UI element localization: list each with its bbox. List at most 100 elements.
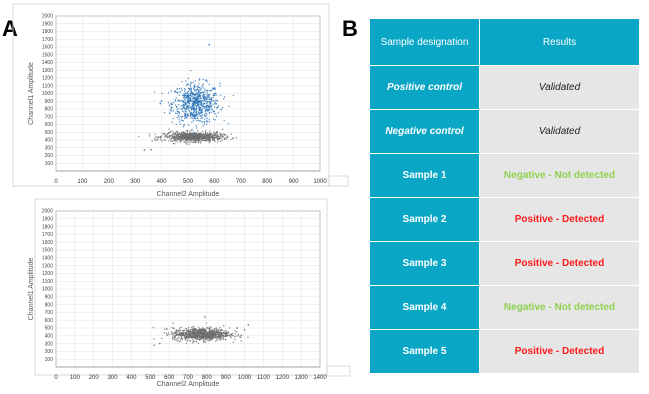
data-point [170, 102, 172, 104]
data-point [215, 331, 217, 333]
data-point [240, 340, 242, 342]
data-point [224, 332, 226, 335]
data-point [223, 133, 225, 136]
data-point [186, 97, 188, 99]
data-point [175, 136, 177, 139]
data-point [203, 133, 205, 135]
data-point [189, 330, 191, 332]
data-point [193, 141, 195, 143]
data-point [184, 134, 186, 136]
data-point [187, 97, 189, 99]
data-point [188, 336, 190, 338]
data-point [182, 331, 184, 334]
data-point [195, 103, 197, 105]
y-axis-label: Channel1 Amplitude [28, 62, 35, 125]
data-point [185, 130, 188, 132]
data-point [234, 338, 236, 341]
data-point [205, 337, 207, 340]
data-point [212, 95, 215, 97]
data-point [191, 135, 193, 137]
data-point [193, 110, 195, 112]
data-point [195, 118, 197, 120]
data-point [190, 99, 192, 101]
data-point [186, 102, 188, 104]
data-point [232, 137, 234, 140]
data-point [226, 135, 229, 137]
data-point [203, 106, 205, 108]
data-point [182, 107, 184, 109]
data-point [168, 105, 170, 107]
data-point [198, 132, 201, 135]
data-point [171, 103, 173, 105]
data-point [194, 132, 196, 134]
data-point [164, 135, 166, 137]
data-point [173, 139, 175, 141]
data-point [202, 91, 204, 93]
data-point [208, 95, 210, 97]
data-point [200, 133, 202, 135]
table-header-row: Sample designation Results [369, 18, 640, 66]
sample-name: Sample 5 [369, 329, 480, 374]
data-point [196, 93, 199, 95]
data-point [204, 140, 206, 142]
data-point [177, 330, 179, 332]
data-point [201, 110, 203, 112]
data-point [214, 106, 216, 108]
data-point [164, 136, 166, 138]
data-point [194, 327, 196, 330]
data-point [193, 85, 195, 87]
data-point [211, 100, 213, 102]
data-point [193, 333, 195, 336]
data-point [179, 341, 181, 343]
data-point [186, 339, 189, 341]
data-point [195, 329, 197, 332]
data-point [186, 133, 188, 135]
data-point [234, 336, 236, 338]
data-point [205, 129, 207, 131]
data-point [195, 105, 197, 107]
data-point [205, 336, 207, 338]
data-point [186, 134, 188, 136]
data-point [237, 334, 239, 337]
sample-name: Negative control [369, 109, 480, 154]
chart-frame [34, 198, 328, 376]
data-point [204, 330, 206, 332]
data-point [193, 98, 195, 100]
data-point [160, 100, 162, 102]
data-point [213, 334, 215, 336]
data-point [191, 107, 193, 109]
data-point [211, 108, 213, 110]
data-point [177, 99, 179, 101]
data-point [214, 103, 216, 105]
data-point [197, 140, 200, 143]
data-point [194, 89, 196, 92]
data-point [171, 333, 173, 335]
data-point [219, 137, 221, 139]
data-point [201, 86, 203, 88]
data-point [189, 340, 191, 342]
table-row: Sample 1 Negative - Not detected [369, 153, 640, 198]
data-point [191, 103, 193, 105]
data-point [177, 338, 179, 340]
data-point [208, 106, 210, 108]
data-point [215, 340, 217, 342]
data-point [212, 332, 214, 334]
data-point [168, 136, 170, 138]
data-point [187, 114, 189, 117]
data-point [207, 336, 209, 338]
data-point [214, 101, 216, 103]
data-point [229, 335, 232, 337]
data-point [186, 115, 188, 117]
data-point [194, 101, 197, 104]
data-point [234, 330, 236, 332]
data-point [208, 105, 211, 107]
data-point [192, 102, 194, 104]
data-point [186, 129, 188, 132]
data-point [203, 337, 205, 339]
data-point [193, 325, 195, 328]
x-tick-label: 500 [145, 375, 156, 381]
data-point [200, 87, 202, 89]
data-point [191, 91, 193, 94]
data-point [187, 328, 189, 331]
data-point [163, 112, 166, 114]
